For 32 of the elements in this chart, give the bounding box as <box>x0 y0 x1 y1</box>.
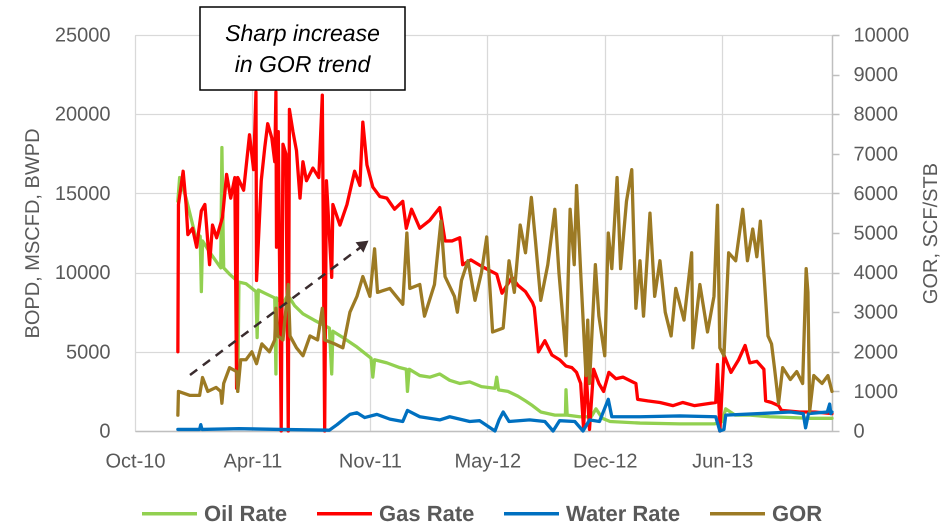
y2-tick-label: 6000 <box>854 182 898 205</box>
x-tick-label: Jun-13 <box>692 450 754 472</box>
y2-axis-title: GOR, SCF/STB <box>920 162 942 304</box>
y2-tick-label: 8000 <box>854 104 898 126</box>
y2-tick-label: 1000 <box>854 380 898 403</box>
y2-tick-label: 5000 <box>854 222 898 244</box>
y2-tick-label: 0 <box>854 420 865 442</box>
line-series <box>176 398 834 433</box>
y2-tick-label: 4000 <box>854 262 898 284</box>
x-tick-label: Oct-10 <box>105 450 166 472</box>
y2-tick-label: 9000 <box>854 64 898 86</box>
legend-label: Water Rate <box>566 500 680 525</box>
y-tick-label: 0 <box>99 420 110 442</box>
y-tick-label: 15000 <box>54 182 110 205</box>
y-axis-title: BOPD, MSCFD, BWPD <box>22 128 44 339</box>
y2-tick-label: 3000 <box>854 302 898 324</box>
x-tick-label: Nov-11 <box>338 450 402 472</box>
y-tick-label: 25000 <box>54 24 110 46</box>
x-tick-label: May-12 <box>454 450 522 472</box>
y2-tick-label: 2000 <box>854 341 898 364</box>
annotation: Sharp increase in GOR trend <box>225 20 380 77</box>
y-tick-label: 5000 <box>66 341 110 364</box>
y2-tick-label: 10000 <box>854 24 910 46</box>
y-tick-label: 20000 <box>54 104 110 126</box>
y2-tick-label: 7000 <box>854 143 898 166</box>
legend-label: Oil Rate <box>204 500 288 525</box>
x-tick-label: Apr-11 <box>224 450 282 472</box>
legend-label: Gas Rate <box>379 500 474 525</box>
line-series <box>176 90 834 433</box>
y-tick-label: 10000 <box>54 262 110 284</box>
x-tick-label: Dec-12 <box>573 450 638 472</box>
legend-label: GOR <box>772 500 822 525</box>
